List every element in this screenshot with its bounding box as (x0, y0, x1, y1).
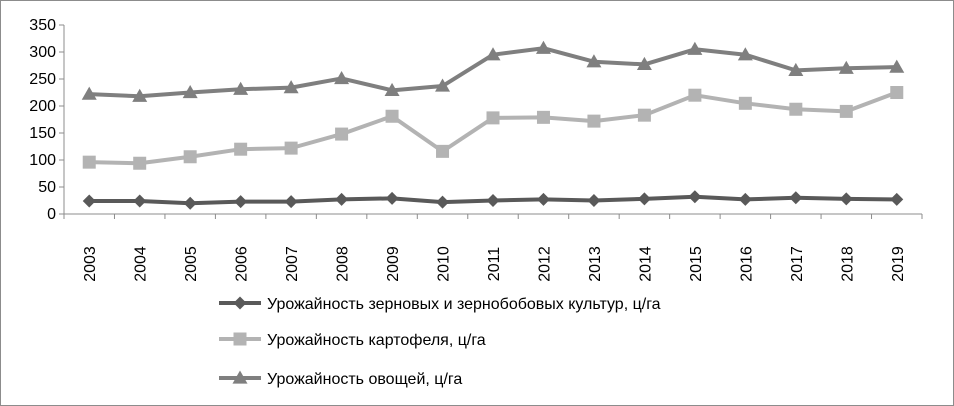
series-line (89, 90, 898, 166)
data-point (839, 192, 853, 206)
data-point (133, 194, 147, 208)
data-point (889, 59, 905, 73)
data-point (688, 88, 702, 102)
x-tick-label: 2007 (284, 246, 301, 282)
data-point (738, 96, 752, 110)
data-point (334, 70, 350, 85)
legend-item: Урожайность овощей, ц/га (219, 370, 462, 388)
x-tick-label: 2014 (637, 246, 654, 282)
data-point (385, 109, 399, 123)
series-3 (81, 40, 905, 102)
data-point (485, 47, 501, 61)
y-tick-label: 150 (29, 125, 56, 142)
data-point (384, 82, 400, 96)
x-tick-label: 2018 (839, 246, 856, 282)
data-point (737, 47, 753, 61)
data-point (335, 192, 349, 206)
x-tick-label: 2009 (385, 246, 402, 282)
x-tick-label: 2016 (738, 246, 755, 282)
data-point (82, 155, 96, 169)
x-tick-label: 2013 (587, 246, 604, 282)
data-point (82, 194, 96, 208)
data-point (132, 88, 148, 102)
data-point (81, 86, 97, 100)
data-point (587, 194, 601, 207)
data-point (890, 192, 904, 206)
x-tick-label: 2015 (688, 246, 705, 282)
data-point (284, 195, 298, 209)
x-tick-label: 2010 (436, 246, 453, 282)
data-point (183, 196, 197, 210)
series-layer (81, 40, 905, 210)
data-point (234, 142, 248, 156)
data-point (788, 62, 804, 76)
x-tick-label: 2019 (890, 246, 907, 282)
y-tick-label: 100 (29, 152, 56, 169)
data-point (183, 150, 197, 164)
x-tick-label: 2006 (234, 246, 251, 282)
legend-marker (233, 332, 247, 346)
x-tick-label: 2017 (789, 246, 806, 282)
legend: Урожайность зерновых и зернобобовых куль… (219, 296, 661, 388)
x-tick-label: 2012 (536, 246, 553, 282)
data-point (133, 156, 147, 170)
legend-item: Урожайность картофеля, ц/га (219, 332, 486, 349)
data-point (789, 191, 803, 205)
data-point (738, 192, 752, 206)
data-point (182, 85, 198, 99)
data-point (839, 104, 853, 118)
x-tick-label: 2011 (486, 247, 503, 282)
data-point (435, 78, 451, 92)
data-point (789, 102, 803, 116)
legend-label: Урожайность картофеля, ц/га (267, 332, 486, 349)
legend-marker (232, 370, 248, 384)
data-point (587, 114, 601, 128)
y-tick-label: 50 (38, 179, 56, 196)
legend-marker (233, 296, 247, 310)
data-point (636, 56, 652, 71)
x-tick-label: 2005 (183, 246, 200, 282)
data-point (536, 192, 550, 206)
data-point (838, 60, 854, 74)
series-2 (82, 86, 904, 170)
data-point (890, 86, 904, 99)
data-point (486, 111, 500, 125)
data-point (687, 41, 703, 55)
axes: 0 50 100 150 200 250 300 350 2003 2004 2005 2006 200… (29, 17, 923, 282)
data-point (335, 127, 349, 141)
data-point (536, 110, 550, 124)
data-point (688, 190, 702, 204)
x-tick-label: 2003 (82, 246, 99, 282)
data-point (385, 191, 399, 205)
legend-label: Урожайность зерновых и зернобобовых куль… (267, 296, 661, 313)
y-tick-label: 300 (29, 44, 56, 61)
data-point (637, 192, 651, 206)
series-1 (82, 190, 904, 210)
data-point (436, 195, 450, 209)
x-tick-label: 2004 (133, 246, 150, 282)
data-point (535, 40, 551, 54)
legend-item: Урожайность зерновых и зернобобовых куль… (219, 296, 661, 313)
data-point (637, 108, 651, 122)
y-tick-label: 250 (29, 71, 56, 88)
y-tick-label: 200 (29, 98, 56, 115)
data-point (284, 141, 298, 155)
data-point (486, 194, 500, 207)
data-point (234, 195, 248, 209)
y-tick-label: 350 (29, 17, 56, 34)
x-tick-label: 2008 (335, 246, 352, 282)
data-point (283, 80, 299, 94)
data-point (436, 144, 450, 158)
legend-label: Урожайность овощей, ц/га (267, 371, 462, 388)
y-tick-label: 0 (47, 206, 56, 223)
data-point (233, 81, 249, 95)
data-point (586, 54, 602, 68)
